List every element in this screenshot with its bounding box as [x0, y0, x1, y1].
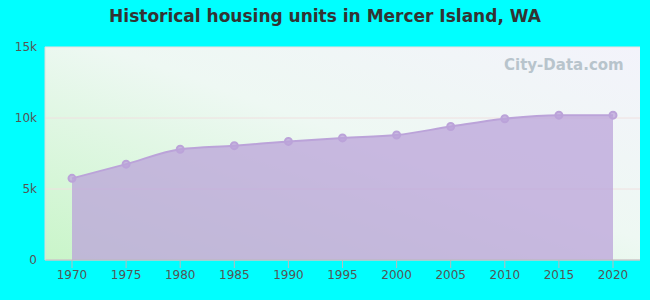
html-text:City-Data.com: City-Data.com: [504, 56, 624, 74]
svg-text:5k: 5k: [22, 182, 37, 196]
svg-text:2015: 2015: [544, 268, 575, 282]
svg-text:2000: 2000: [381, 268, 412, 282]
svg-text:15k: 15k: [15, 40, 37, 54]
svg-text:1980: 1980: [165, 268, 196, 282]
svg-text:2010: 2010: [490, 268, 521, 282]
svg-text:0: 0: [29, 253, 37, 267]
svg-text:2020: 2020: [598, 268, 629, 282]
svg-text:1990: 1990: [273, 268, 304, 282]
html-text:Historical housing units in Me: Historical housing units in Mercer Islan…: [109, 6, 541, 26]
svg-text:1995: 1995: [327, 268, 358, 282]
svg-text:1985: 1985: [219, 268, 250, 282]
svg-text:2005: 2005: [435, 268, 466, 282]
svg-text:10k: 10k: [15, 111, 37, 125]
svg-text:1970: 1970: [57, 268, 88, 282]
svg-text:1975: 1975: [111, 268, 142, 282]
